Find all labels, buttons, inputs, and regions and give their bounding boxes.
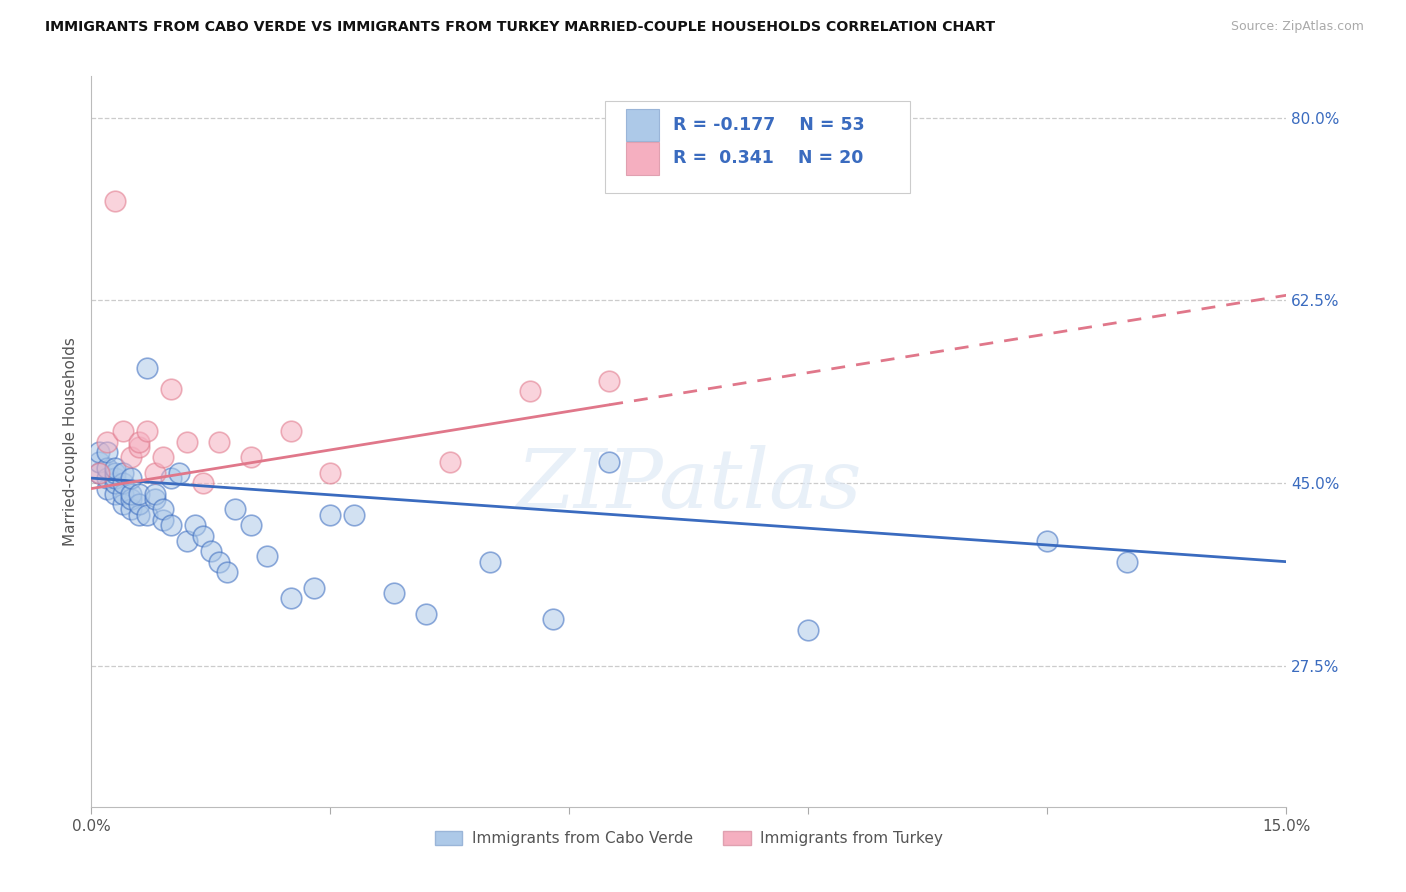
Point <box>136 361 159 376</box>
Point <box>343 508 366 522</box>
Point <box>104 487 127 501</box>
Point <box>89 455 111 469</box>
Point <box>112 424 135 438</box>
Bar <box>626 143 659 175</box>
Point <box>1116 555 1139 569</box>
Point <box>120 450 142 465</box>
Point <box>191 476 214 491</box>
Point <box>120 487 142 501</box>
Point <box>208 434 231 449</box>
Point <box>191 528 214 542</box>
Point <box>239 450 262 465</box>
Text: R = -0.177    N = 53: R = -0.177 N = 53 <box>673 116 865 134</box>
Point <box>598 374 620 388</box>
Point <box>167 466 190 480</box>
Point <box>96 482 118 496</box>
Point <box>120 502 142 516</box>
Point <box>104 466 127 480</box>
Point <box>415 607 437 621</box>
Point <box>128 508 150 522</box>
Point <box>96 471 118 485</box>
Point <box>136 508 159 522</box>
Point <box>96 460 118 475</box>
Point <box>1036 533 1059 548</box>
Point <box>256 549 278 564</box>
Point <box>112 497 135 511</box>
Point <box>104 471 127 485</box>
Point <box>176 434 198 449</box>
Point <box>112 466 135 480</box>
Point <box>152 450 174 465</box>
Point <box>280 591 302 606</box>
Point <box>89 445 111 459</box>
Point <box>478 555 501 569</box>
Legend: Immigrants from Cabo Verde, Immigrants from Turkey: Immigrants from Cabo Verde, Immigrants f… <box>429 825 949 852</box>
Point <box>184 518 207 533</box>
Point <box>304 581 326 595</box>
Point <box>96 434 118 449</box>
Point <box>519 384 541 399</box>
Point <box>143 487 166 501</box>
Text: R =  0.341    N = 20: R = 0.341 N = 20 <box>673 150 863 168</box>
Point <box>160 382 183 396</box>
Point <box>128 434 150 449</box>
Point <box>280 424 302 438</box>
Point <box>143 491 166 506</box>
Point <box>152 513 174 527</box>
Point <box>104 476 127 491</box>
Point <box>224 502 246 516</box>
Point <box>598 455 620 469</box>
Point <box>439 455 461 469</box>
Point <box>797 623 820 637</box>
Point <box>543 612 565 626</box>
Point <box>176 533 198 548</box>
Point <box>120 491 142 506</box>
Point <box>382 586 405 600</box>
Point <box>104 460 127 475</box>
Point <box>96 445 118 459</box>
Point <box>208 555 231 569</box>
Point <box>200 544 222 558</box>
Point <box>239 518 262 533</box>
Point <box>319 508 342 522</box>
FancyBboxPatch shape <box>605 102 910 193</box>
Point <box>104 194 127 209</box>
Point <box>128 487 150 501</box>
Bar <box>626 109 659 141</box>
Point <box>128 440 150 454</box>
Point <box>120 471 142 485</box>
Point <box>89 466 111 480</box>
Point <box>160 518 183 533</box>
Y-axis label: Married-couple Households: Married-couple Households <box>62 337 77 546</box>
Point <box>319 466 342 480</box>
Point <box>112 487 135 501</box>
Text: IMMIGRANTS FROM CABO VERDE VS IMMIGRANTS FROM TURKEY MARRIED-COUPLE HOUSEHOLDS C: IMMIGRANTS FROM CABO VERDE VS IMMIGRANTS… <box>45 20 995 34</box>
Text: Source: ZipAtlas.com: Source: ZipAtlas.com <box>1230 20 1364 33</box>
Point <box>112 476 135 491</box>
Point <box>160 471 183 485</box>
Point <box>215 565 238 579</box>
Text: ZIPatlas: ZIPatlas <box>516 445 862 525</box>
Point <box>143 466 166 480</box>
Point <box>89 466 111 480</box>
Point <box>136 424 159 438</box>
Point <box>128 497 150 511</box>
Point <box>152 502 174 516</box>
